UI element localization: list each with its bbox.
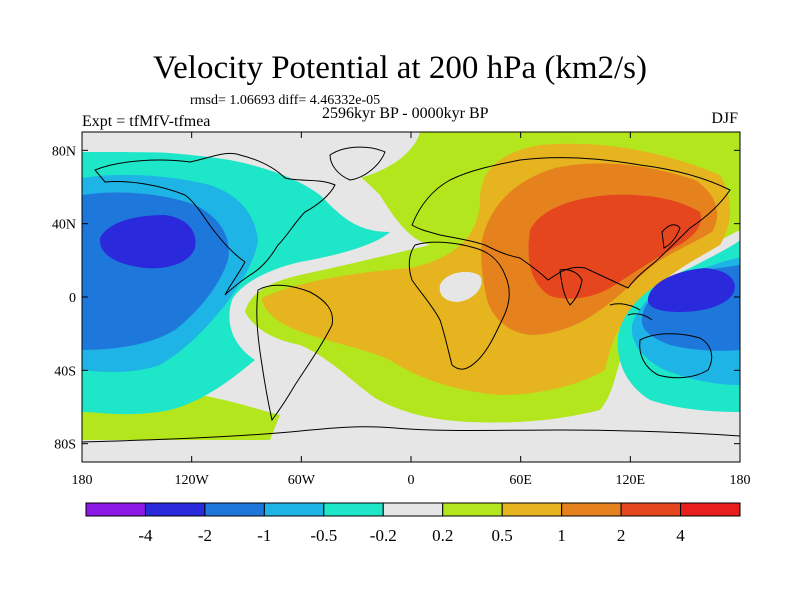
colorbar-swatch — [442, 502, 503, 517]
field-region-very-negative — [99, 215, 196, 269]
coastline-north-america — [94, 152, 336, 296]
colorbar-label: 2 — [617, 526, 626, 545]
field-antarctic-neutral — [82, 440, 740, 462]
x-tick-label: 120W — [175, 473, 210, 488]
y-tick-label: 40S — [54, 364, 76, 379]
colorbar-label: 0.5 — [492, 526, 513, 545]
colorbar: -4 -2 -1 -0.5 -0.2 0.2 0.5 1 2 4 — [85, 502, 741, 545]
coastline-indonesia — [609, 303, 653, 321]
y-tick-label: 80S — [54, 438, 76, 453]
field-arctic-neutral — [82, 132, 420, 178]
y-tick-label: 40N — [52, 218, 76, 233]
season-label: DJF — [711, 110, 738, 127]
period-label: 2596kyr BP - 0000kyr BP — [322, 105, 489, 122]
coastlines — [82, 146, 740, 443]
coastline-south-america — [256, 284, 334, 422]
colorbar-swatch — [263, 502, 325, 517]
x-tick-label: 180 — [730, 473, 751, 488]
field-region-wp-very-negative — [647, 268, 735, 312]
colorbar-swatch — [382, 502, 444, 517]
x-tick-label: 0 — [408, 473, 415, 488]
colorbar-swatch — [144, 502, 206, 517]
colorbar-label: -0.5 — [310, 526, 337, 545]
x-tick-label: 120E — [616, 473, 646, 488]
coastline-europe-asia — [411, 157, 731, 289]
colorbar-label: 0.2 — [432, 526, 453, 545]
colorbar-swatch — [680, 502, 741, 517]
coastline-greenland — [329, 146, 386, 181]
axis-ticks: 180 120W 60W 0 60E 120E 180 80N 40N 0 40S 80S — [52, 132, 751, 488]
velocity-potential-field — [82, 132, 740, 462]
x-tick-label: 180 — [72, 473, 93, 488]
experiment-label: Expt = tfMfV-tfmea — [82, 113, 211, 130]
coastline-africa — [408, 241, 510, 370]
stats-label: rmsd= 1.06693 diff= 4.46332e-05 — [190, 93, 381, 108]
coastline-australia — [639, 333, 713, 379]
colorbar-swatch — [561, 502, 622, 517]
colorbar-label: 4 — [676, 526, 685, 545]
colorbar-swatch — [501, 502, 563, 517]
map-title: Velocity Potential at 200 hPa (km2/s) — [152, 50, 648, 86]
colorbar-label: -4 — [138, 526, 153, 545]
colorbar-swatch — [620, 502, 682, 517]
colorbar-label: 1 — [557, 526, 566, 545]
coastline-antarctica — [82, 426, 740, 443]
colorbar-swatch — [323, 502, 384, 517]
field-pocket-neutral — [439, 271, 482, 302]
colorbar-label: -0.2 — [370, 526, 397, 545]
field-region-strong-positive — [528, 194, 701, 299]
y-tick-label: 80N — [52, 144, 76, 159]
x-tick-label: 60E — [509, 473, 532, 488]
y-tick-label: 0 — [69, 291, 76, 306]
colorbar-label: -2 — [198, 526, 212, 545]
x-tick-label: 60W — [288, 473, 316, 488]
colorbar-swatch — [85, 502, 146, 517]
colorbar-label: -1 — [257, 526, 271, 545]
coastline-india — [559, 269, 583, 306]
colorbar-swatch — [204, 502, 265, 517]
coastline-japan — [661, 224, 681, 249]
